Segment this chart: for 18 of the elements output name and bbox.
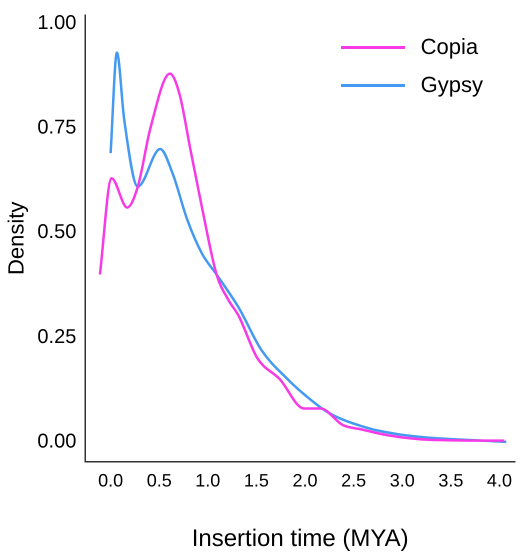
x-tick-label: 3.0 — [390, 470, 415, 490]
x-tick-label: 3.5 — [438, 470, 464, 490]
y-tick-label: 0.75 — [37, 116, 76, 139]
x-tick-label: 2.5 — [341, 470, 366, 490]
legend-label: Gypsy — [420, 72, 483, 98]
x-axis-title: Insertion time (MYA) — [192, 525, 409, 552]
y-tick-label: 0.50 — [37, 221, 76, 244]
y-tick-label: 1.00 — [37, 12, 76, 34]
x-tick-label: 4.0 — [486, 470, 512, 490]
y-tick-label: 0.25 — [37, 326, 76, 348]
x-tick-label: 1.0 — [195, 470, 220, 490]
x-tick-label: 0.0 — [98, 470, 124, 490]
legend-label: Copia — [420, 34, 478, 60]
x-tick-label: 1.5 — [244, 470, 269, 490]
y-axis-title: Density — [3, 202, 28, 275]
x-tick-label: 0.5 — [146, 470, 172, 490]
x-tick-label: 2.0 — [292, 470, 318, 490]
y-tick-label: 0.00 — [37, 430, 76, 452]
